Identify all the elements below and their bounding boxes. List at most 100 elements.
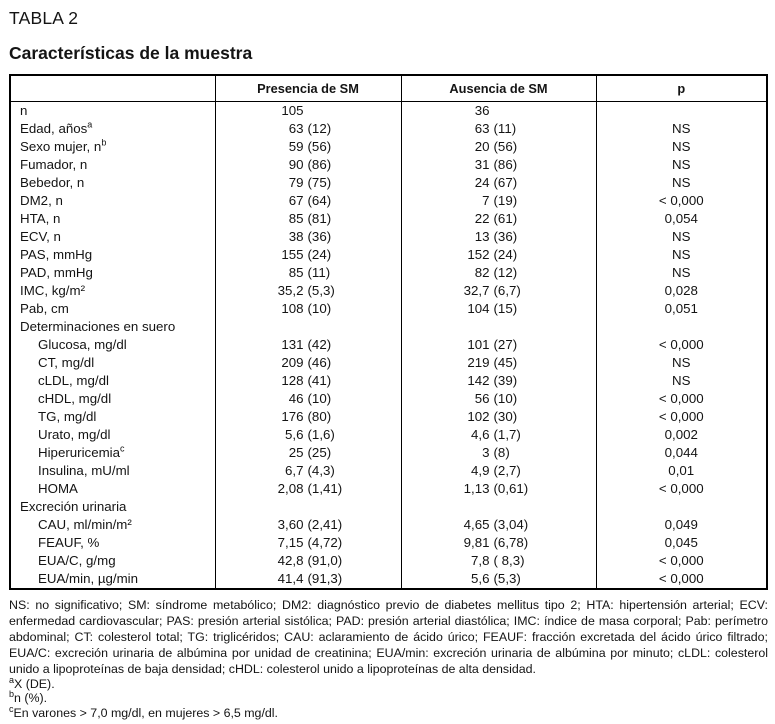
cell-presencia-value: 38 — [288, 228, 304, 244]
cell-presencia-value: 90 — [288, 156, 304, 172]
cell-ausencia-value: 142 — [467, 372, 490, 388]
cell-presencia-value: 63 — [288, 120, 304, 136]
footnote-note-a: aX (DE). — [9, 674, 768, 692]
cell-presencia-dispersion: (46) — [307, 354, 332, 370]
row-label-text: HTA, n — [20, 210, 61, 226]
cell-presencia-value: 46 — [288, 390, 304, 406]
cell-presencia-value: 67 — [288, 192, 304, 208]
row-label: Sexo mujer, nb — [10, 138, 215, 156]
cell-presencia-dispersion: (41) — [307, 372, 332, 388]
cell-presencia-dispersion: (5,3) — [307, 282, 335, 298]
cell-presencia-value: 5,6 — [285, 426, 304, 442]
cell-presencia: 35,2 (5,3) — [214, 281, 401, 300]
cell-ausencia-value: 9,81 — [463, 534, 490, 550]
cell-ausencia-dispersion: (11) — [493, 120, 517, 136]
row-label: PAD, mmHg — [10, 264, 215, 282]
cell-ausencia-dispersion: (67) — [493, 174, 518, 190]
cell-ausencia-value: 219 — [467, 354, 490, 370]
cell-p-value: 0,044 — [595, 443, 767, 462]
cell-presencia: 85 (11) — [214, 263, 401, 282]
cell-ausencia: 4,9 (2,7) — [400, 461, 596, 480]
cell-ausencia-value: 4,6 — [471, 426, 490, 442]
cell-ausencia-value: 3 — [482, 444, 490, 460]
cell-presencia-dispersion: (10) — [307, 390, 332, 406]
cell-presencia-value: 131 — [281, 336, 304, 352]
footnote-marker-a: a — [9, 674, 15, 685]
row-label: IMC, kg/m² — [10, 282, 215, 300]
cell-ausencia: 20 (56) — [400, 137, 596, 156]
cell-presencia: 6,7 (4,3) — [214, 461, 401, 480]
cell-ausencia-dispersion: (39) — [493, 372, 518, 388]
cell-presencia-value: 155 — [281, 246, 304, 262]
table-row: Fumador, n 90 (86) 31 (86) NS — [10, 155, 767, 174]
cell-presencia: 209 (46) — [214, 353, 401, 372]
cell-presencia-dispersion: (25) — [307, 444, 332, 460]
table-row: Edad, añosa 63 (12) 63 (11) NS — [10, 119, 767, 138]
cell-ausencia: 142 (39) — [400, 371, 596, 390]
cell-presencia-value: 108 — [281, 300, 304, 316]
cell-ausencia-dispersion: (27) — [493, 336, 518, 352]
page-title: Características de la muestra — [9, 43, 253, 63]
row-label: Bebedor, n — [10, 174, 215, 192]
cell-presencia: 90 (86) — [214, 155, 401, 174]
cell-presencia: 67 (64) — [214, 191, 401, 210]
cell-ausencia-value: 24 — [474, 174, 490, 190]
cell-presencia-value: 42,8 — [277, 552, 304, 568]
cell-presencia-dispersion: (1,41) — [307, 480, 343, 496]
cell-ausencia-dispersion: (30) — [493, 408, 518, 424]
cell-ausencia: 31 (86) — [400, 155, 596, 174]
row-label: PAS, mmHg — [10, 246, 215, 264]
cell-presencia: 42,8 (91,0) — [214, 551, 401, 570]
row-label: Glucosa, mg/dl — [10, 336, 215, 354]
col-header-empty — [10, 75, 215, 102]
row-label-text: FEAUF, % — [38, 534, 100, 550]
cell-ausencia-dispersion: (86) — [493, 156, 518, 172]
cell-ausencia-dispersion: (61) — [493, 210, 518, 226]
row-label: EUA/min, µg/min — [10, 570, 215, 589]
table-row: Urato, mg/dl 5,6 (1,6) 4,6 (1,7) 0,002 — [10, 425, 767, 444]
cell-presencia-dispersion: (12) — [307, 120, 332, 136]
cell-presencia: 2,08 (1,41) — [214, 479, 401, 498]
row-label-text: PAS, mmHg — [20, 246, 93, 262]
cell-p-value: NS — [595, 245, 767, 264]
row-label: Determinaciones en suero — [10, 318, 215, 336]
row-label: cHDL, mg/dl — [10, 390, 215, 408]
cell-presencia: 7,15 (4,72) — [214, 533, 401, 552]
cell-ausencia-dispersion: (10) — [493, 390, 518, 406]
row-label: Edad, añosa — [10, 120, 215, 138]
cell-presencia: 38 (36) — [214, 227, 401, 246]
footnote-text-c: En varones > 7,0 mg/dl, en mujeres > 6,5… — [13, 705, 278, 720]
cell-presencia-dispersion: (75) — [307, 174, 332, 190]
cell-presencia-value: 85 — [288, 210, 304, 226]
row-label-text: Glucosa, mg/dl — [38, 336, 127, 352]
table-row: PAD, mmHg 85 (11) 82 (12) NS — [10, 263, 767, 282]
row-label-text: Pab, cm — [20, 300, 69, 316]
cell-ausencia: 3 (8) — [400, 443, 596, 462]
table-row: cHDL, mg/dl 46 (10) 56 (10) < 0,000 — [10, 389, 767, 408]
table-row: HOMA 2,08 (1,41) 1,13 (0,61) < 0,000 — [10, 479, 767, 498]
cell-ausencia: 82 (12) — [400, 263, 596, 282]
cell-ausencia: 63 (11) — [400, 119, 596, 138]
footnote-marker-b: b — [9, 688, 15, 699]
cell-ausencia-dispersion: (1,7) — [493, 426, 521, 442]
cell-ausencia-value: 7 — [482, 192, 490, 208]
table-row: Sexo mujer, nb 59 (56) 20 (56) NS — [10, 137, 767, 156]
row-label: FEAUF, % — [10, 534, 215, 552]
cell-ausencia — [400, 497, 596, 516]
cell-presencia-value: 128 — [281, 372, 304, 388]
cell-presencia-dispersion: (24) — [307, 246, 332, 262]
footnotes: NS: no significativo; SM: síndrome metab… — [9, 597, 768, 721]
row-label: HOMA — [10, 480, 215, 498]
cell-ausencia-dispersion: (6,7) — [493, 282, 521, 298]
row-label-sup: c — [120, 443, 125, 454]
cell-ausencia-dispersion: (6,78) — [493, 534, 529, 550]
table-row: ECV, n 38 (36) 13 (36) NS — [10, 227, 767, 246]
sample-characteristics-table: Presencia de SM Ausencia de SM p n 105 3… — [9, 74, 768, 590]
cell-ausencia-value: 31 — [474, 156, 490, 172]
table-body: n 105 36 Edad, añosa 63 (12) 63 (11) NS Se… — [10, 101, 767, 589]
row-label: CAU, ml/min/m² — [10, 516, 215, 534]
cell-presencia — [214, 317, 401, 336]
table-row: EUA/C, g/mg 42,8 (91,0) 7,8( 8,3) < 0,000 — [10, 551, 767, 570]
cell-presencia-value: 41,4 — [277, 570, 304, 586]
cell-presencia-dispersion: (11) — [307, 264, 331, 280]
